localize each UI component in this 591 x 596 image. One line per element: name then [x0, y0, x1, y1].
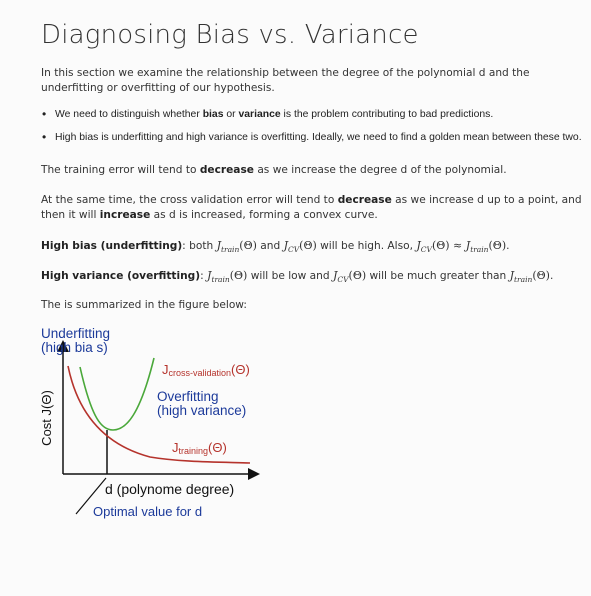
cv-error-paragraph: At the same time, the cross validation e… [41, 194, 582, 221]
cv-curve [79, 357, 155, 431]
training-error-paragraph: The training error will tend to decrease… [41, 164, 507, 176]
summary-paragraph: The is summarized in the figure below: [41, 299, 247, 311]
training-curve [67, 365, 251, 464]
high-variance-paragraph: High variance (overfitting): Jtrain(Θ) w… [41, 269, 554, 285]
list-item: High bias is underfitting and high varia… [41, 130, 589, 145]
underfitting-label: Underfitting [41, 326, 110, 341]
y-axis-label: Cost J(Θ) [39, 390, 54, 446]
overfitting-label: Overfitting [157, 389, 219, 404]
page-title: Diagnosing Bias vs. Variance [41, 20, 419, 50]
training-curve-label: Jtraining(Θ) [172, 440, 227, 456]
underfitting-sub-label: (high bia s) [41, 340, 108, 355]
cv-curve-label: Jcross-validation(Θ) [162, 362, 250, 378]
bullet-list: We need to distinguish whether bias or v… [41, 107, 589, 153]
overfitting-sub-label: (high variance) [157, 403, 246, 418]
x-axis-label: d (polynome degree) [105, 481, 234, 497]
optimal-value-label: Optimal value for d [93, 504, 202, 519]
high-bias-paragraph: High bias (underfitting): both Jtrain(Θ)… [41, 239, 510, 255]
list-item: We need to distinguish whether bias or v… [41, 107, 589, 122]
intro-paragraph: In this section we examine the relations… [41, 67, 530, 94]
optimal-pointer [75, 477, 107, 515]
